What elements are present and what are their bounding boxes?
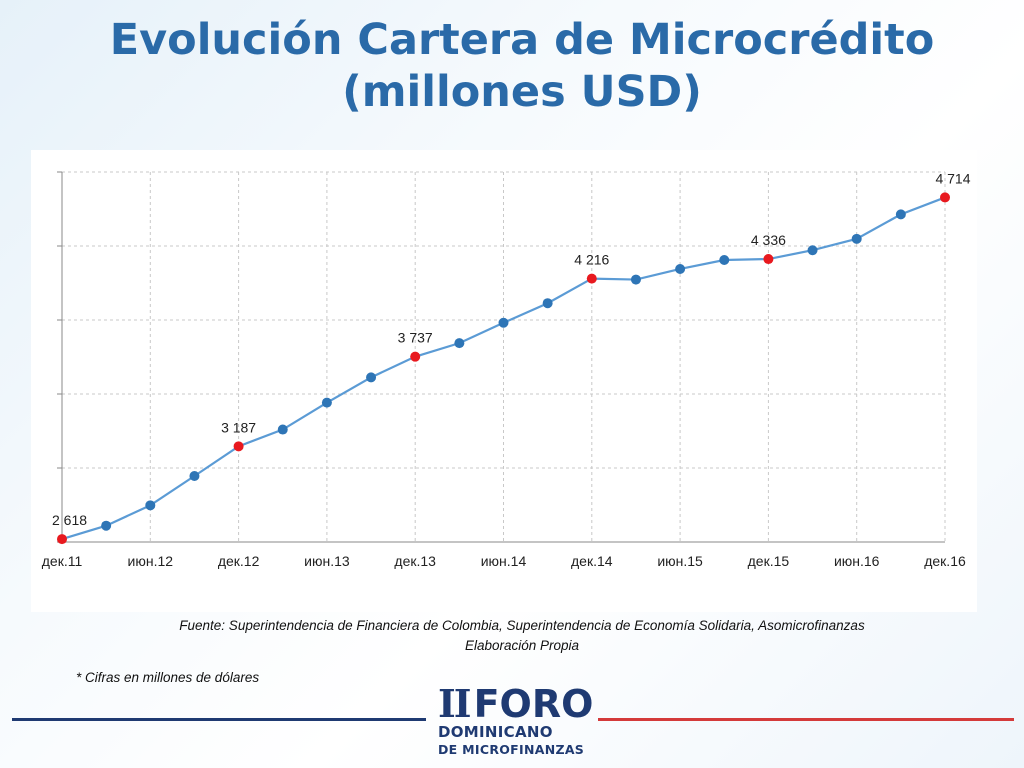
data-point [542, 298, 553, 309]
data-point [498, 317, 509, 328]
footnote: * Cifras en millones de dólares [76, 670, 260, 685]
highlight-point [57, 534, 67, 545]
logo-top-row: II FORO [438, 681, 593, 726]
data-point [145, 500, 156, 511]
chart-panel: дек.11 июн.12 дек.12 июн.13 дек.13 июн.14 дек.… [31, 150, 977, 612]
forum-logo: II FORO DOMINICANO DE MICROFINANZAS [438, 681, 593, 764]
footer-rule-right [598, 718, 1014, 721]
highlight-point [940, 192, 950, 203]
data-point [675, 263, 686, 274]
logo-foro-word: FORO [473, 682, 594, 726]
data-point [630, 274, 641, 285]
x-tick-label: дек.16 [924, 553, 966, 569]
data-point [101, 520, 112, 531]
source-note: Fuente: Superintendencia de Financiera d… [0, 616, 1024, 656]
highlight-point [410, 351, 421, 362]
data-point [719, 255, 730, 266]
x-tick-label: июн.12 [128, 553, 174, 569]
footer-rule-left [12, 718, 426, 721]
x-tick-label: дек.15 [748, 553, 790, 569]
data-label: 4 336 [751, 232, 786, 248]
logo-line-2: DE MICROFINANZAS [438, 742, 585, 757]
title-line-2: (millones USD) [342, 67, 702, 117]
data-label: 3 187 [221, 419, 256, 435]
data-label: 4 216 [574, 252, 609, 268]
x-tick-label: дек.13 [394, 553, 436, 569]
x-tick-label: дек.14 [571, 553, 613, 569]
highlight-point [586, 273, 597, 284]
x-tick-label: июн.16 [834, 553, 880, 569]
data-point [454, 338, 465, 349]
data-point [277, 424, 288, 435]
highlight-point [233, 441, 244, 452]
data-point [851, 233, 862, 244]
logo-line-1: DOMINICANO [438, 723, 553, 741]
x-tick-label: июн.15 [657, 553, 703, 569]
data-point [366, 372, 377, 383]
source-line-1: Fuente: Superintendencia de Financiera d… [179, 618, 865, 633]
highlight-point [763, 254, 774, 265]
x-tick-label: июн.13 [304, 553, 350, 569]
title-line-1: Evolución Cartera de Microcrédito [109, 15, 935, 65]
page-title: Evolución Cartera de Microcrédito (millo… [0, 14, 1024, 118]
data-point [895, 209, 906, 220]
data-label: 2 618 [52, 512, 87, 528]
line-chart: дек.11 июн.12 дек.12 июн.13 дек.13 июн.14 дек.… [42, 170, 971, 569]
logo-roman-numeral: II [438, 681, 472, 726]
data-point [321, 397, 332, 408]
x-tick-label: дек.12 [218, 553, 260, 569]
x-tick-label: дек.11 [42, 553, 83, 569]
data-point [189, 470, 200, 481]
x-tick-label: июн.14 [481, 553, 527, 569]
source-line-2: Elaboración Propia [464, 638, 580, 653]
data-label: 4 714 [935, 170, 970, 186]
data-label: 3 737 [398, 330, 433, 346]
data-point [807, 245, 818, 256]
